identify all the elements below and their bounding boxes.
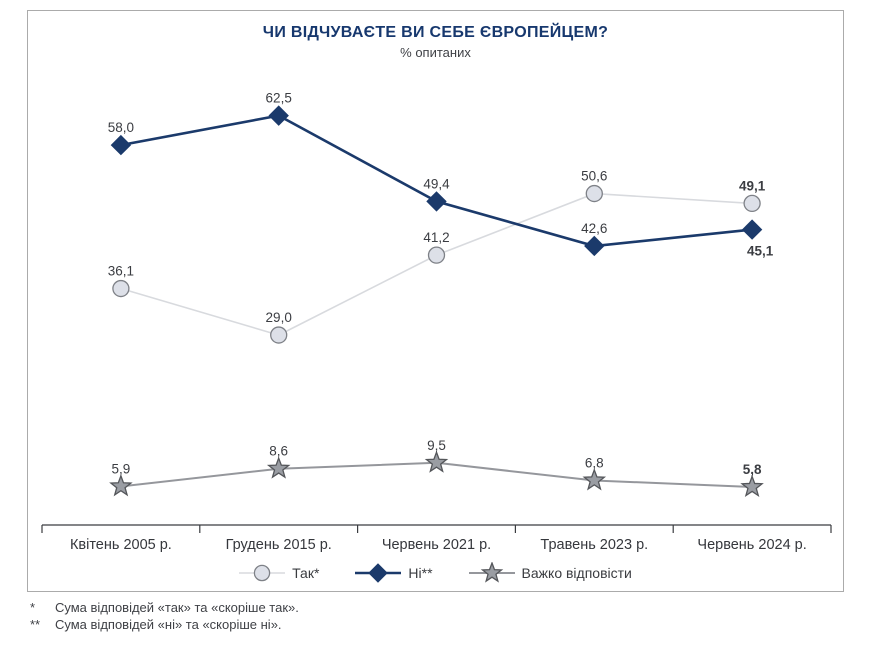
series-line-tak xyxy=(120,192,753,336)
diamond-marker-icon xyxy=(110,134,132,156)
footnote-1: * Сума відповідей «так» та «скоріше так». xyxy=(30,599,299,616)
star-marker-icon xyxy=(582,468,607,491)
legend-circle-marker-icon xyxy=(239,564,286,582)
circle-marker-icon xyxy=(585,184,603,203)
star-marker-icon xyxy=(109,474,133,497)
data-label-tak-2: 41,2 xyxy=(423,230,449,245)
star-marker-icon xyxy=(740,474,764,498)
data-label-ni-3: 42,6 xyxy=(581,221,607,236)
chart-title: ЧИ ВІДЧУВАЄТЕ ВИ СЕБЕ ЄВРОПЕЙЦЕМ? xyxy=(262,24,609,41)
x-axis-label: Червень 2021 р. xyxy=(382,537,491,553)
data-label-vazhko-0: 5,9 xyxy=(112,461,131,476)
line-chart: Квітень 2005 р. Грудень 2015 р. Червень 20… xyxy=(41,91,832,553)
legend-item-ni: Ні** xyxy=(355,562,433,584)
data-label-vazhko-4: 5,8 xyxy=(743,462,762,477)
x-axis-label: Квітень 2005 р. xyxy=(70,537,172,553)
star-marker-icon xyxy=(480,562,503,583)
x-axis-label: Грудень 2015 р. xyxy=(226,537,332,553)
diamond-marker-icon xyxy=(368,563,389,583)
data-label-tak-4: 49,1 xyxy=(739,178,766,193)
circle-marker-icon xyxy=(253,564,271,582)
chart-legend: Так* Ні** Важко відповісти xyxy=(28,561,843,585)
star-marker-icon xyxy=(424,450,449,473)
data-label-vazhko-3: 6,8 xyxy=(585,455,604,470)
diamond-marker-icon xyxy=(741,219,763,240)
legend-label-tak: Так* xyxy=(292,565,320,581)
chart-panel: ЧИ ВІДЧУВАЄТЕ ВИ СЕБЕ ЄВРОПЕЙЦЕМ? % опит… xyxy=(27,10,844,592)
footnote-2-text: Сума відповідей «ні» та «скоріше ні». xyxy=(55,617,282,632)
data-label-vazhko-1: 8,6 xyxy=(269,444,288,459)
x-axis-label: Червень 2024 р. xyxy=(697,537,806,553)
footnote-2-marker: ** xyxy=(30,617,41,632)
star-marker-icon xyxy=(266,456,291,479)
data-label-tak-3: 50,6 xyxy=(581,169,607,184)
footnote-1-marker: * xyxy=(30,600,36,615)
legend-diamond-marker-icon xyxy=(355,563,402,583)
legend-item-tak: Так* xyxy=(239,562,319,584)
footnote-2: ** Сума відповідей «ні» та «скоріше ні». xyxy=(30,616,299,633)
data-label-tak-0: 36,1 xyxy=(108,264,134,279)
legend-label-vazhko: Важко відповісти xyxy=(521,565,632,581)
data-label-ni-1: 62,5 xyxy=(266,91,292,106)
footnotes: * Сума відповідей «так» та «скоріше так».… xyxy=(30,599,299,633)
data-label-vazhko-2: 9,5 xyxy=(427,438,446,453)
data-label-ni-4: 45,1 xyxy=(747,244,774,259)
data-label-tak-1: 29,0 xyxy=(266,310,292,325)
diamond-marker-icon xyxy=(268,105,289,126)
legend-star-marker-icon xyxy=(468,562,515,583)
chart-subtitle: % опитаних xyxy=(400,45,471,60)
diamond-marker-icon xyxy=(426,191,447,212)
footnote-1-text: Сума відповідей «так» та «скоріше так». xyxy=(55,600,299,615)
circle-marker-icon xyxy=(270,326,288,344)
circle-marker-icon xyxy=(427,246,446,264)
diamond-marker-icon xyxy=(584,235,605,257)
circle-marker-icon xyxy=(112,279,130,298)
x-axis-label: Травень 2023 р. xyxy=(540,537,648,553)
data-label-ni-0: 58,0 xyxy=(108,120,134,135)
data-label-ni-2: 49,4 xyxy=(423,176,450,191)
legend-label-ni: Ні** xyxy=(408,565,433,581)
circle-marker-icon xyxy=(743,194,761,213)
legend-item-vazhko: Важко відповісти xyxy=(468,562,632,584)
